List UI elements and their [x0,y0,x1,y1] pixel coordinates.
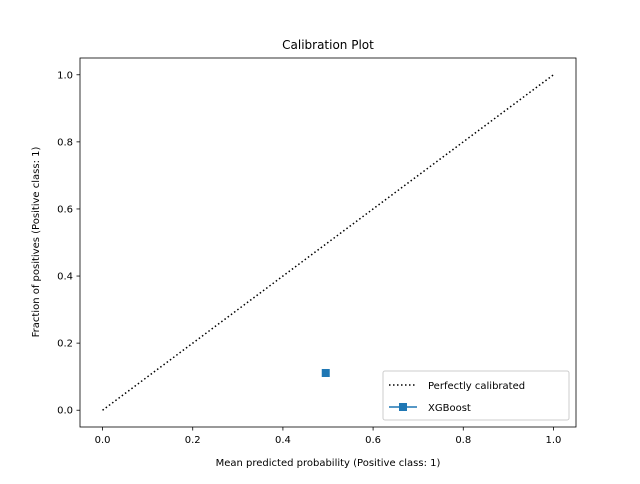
legend-xgboost-label: XGBoost [428,403,471,414]
y-axis-label: Fraction of positives (Positive class: 1… [31,147,42,338]
x-tick-label: 0.6 [365,435,381,446]
x-tick-label: 0.8 [455,435,471,446]
y-axis-ticks: 0.0 0.2 0.4 0.6 0.8 1.0 [57,70,80,417]
x-axis-label: Mean predicted probability (Positive cla… [216,458,441,469]
axes-frame [79,57,577,428]
x-tick-label: 1.0 [546,435,562,446]
perfect-calibration-line [102,74,554,411]
x-tick-label: 0.0 [95,435,111,446]
x-tick-label: 0.2 [185,435,201,446]
x-tick-label: 0.4 [275,435,291,446]
y-tick-label: 0.4 [57,272,73,283]
y-tick-label: 1.0 [57,70,73,81]
legend-perfect-label: Perfectly calibrated [428,381,525,392]
calibration-point-marker [321,368,330,377]
y-tick-label: 0.6 [57,204,73,215]
chart-title: Calibration Plot [282,38,374,52]
legend: Perfectly calibrated XGBoost [382,370,570,421]
y-tick-label: 0.8 [57,137,73,148]
legend-xgboost-marker [399,403,407,411]
y-tick-label: 0.0 [57,406,73,417]
plot-area [79,57,577,428]
x-axis-ticks: 0.0 0.2 0.4 0.6 0.8 1.0 [95,427,562,446]
y-tick-label: 0.2 [57,339,73,350]
legend-box [382,370,570,421]
